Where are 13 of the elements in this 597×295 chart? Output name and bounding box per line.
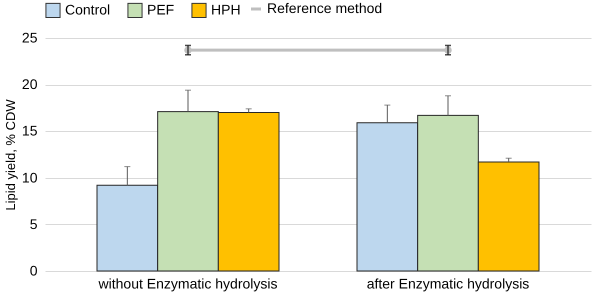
legend-label: Control <box>65 1 110 18</box>
y-tick-label: 10 <box>22 169 38 186</box>
legend-label: PEF <box>147 1 174 18</box>
x-tick-label: without Enzymatic hydrolysis <box>98 276 278 292</box>
legend-label: Reference method <box>267 0 382 16</box>
y-tick-label: 15 <box>22 122 38 139</box>
legend-label: HPH <box>211 1 241 18</box>
x-tick-label: after Enzymatic hydrolysis <box>366 276 530 292</box>
y-tick-label: 5 <box>30 216 38 232</box>
y-axis-title: Lipid yield, % CDW <box>2 98 18 211</box>
y-tick-label: 25 <box>22 30 38 46</box>
y-tick-label: 20 <box>22 76 38 92</box>
y-tick-label: 0 <box>30 262 38 278</box>
